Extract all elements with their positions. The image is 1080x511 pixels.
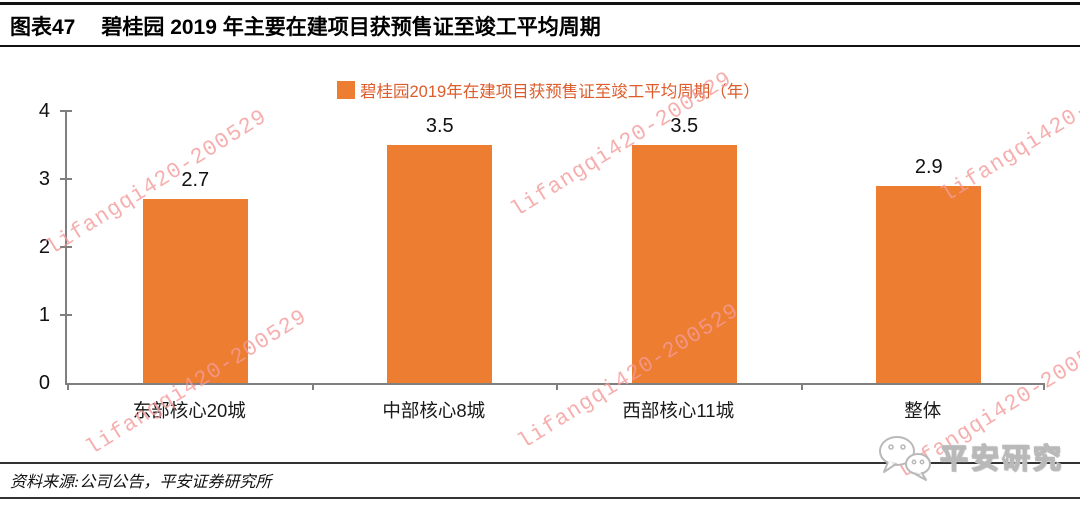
footer-bottom-rule xyxy=(0,497,1080,499)
figure-number: 图表47 xyxy=(10,16,76,39)
y-axis-tick xyxy=(60,246,72,248)
chart-legend: 碧桂园2019年在建项目获预售证至竣工平均周期（年） xyxy=(337,78,760,102)
y-axis-tick-label: 1 xyxy=(38,304,50,326)
y-axis-tick-label: 0 xyxy=(38,372,50,394)
bar-value-label: 2.7 xyxy=(181,169,210,192)
header-top-rule xyxy=(0,2,1080,5)
x-axis-tick xyxy=(556,383,558,390)
legend-swatch-icon xyxy=(337,81,355,99)
source-note: 资料来源:公司公告，平安证券研究所 xyxy=(10,474,272,491)
x-axis-category-label: 整体 xyxy=(904,400,942,421)
legend-label: 碧桂园2019年在建项目获预售证至竣工平均周期（年） xyxy=(360,83,760,101)
x-axis-tick xyxy=(1043,383,1045,390)
y-axis-labels: 0 1 2 3 4 xyxy=(0,100,50,394)
x-axis-tick xyxy=(800,383,803,390)
y-axis-tick-label: 3 xyxy=(38,168,50,190)
bar-整体 xyxy=(876,185,982,383)
y-axis-tick xyxy=(60,110,72,112)
bar-value-label: 2.9 xyxy=(914,155,943,178)
y-axis-tick xyxy=(60,314,72,316)
y-axis-tick-label: 4 xyxy=(38,100,50,122)
x-axis-tick xyxy=(67,383,69,390)
bar-西部核心11城 xyxy=(631,145,737,383)
bar-东部核心20城 xyxy=(142,199,248,383)
footer-top-rule xyxy=(0,462,1080,464)
x-axis-category-label: 东部核心20城 xyxy=(132,400,246,421)
x-axis-tick xyxy=(311,383,314,390)
y-axis-tick-label: 2 xyxy=(38,236,50,258)
logo-text: 平安研究 xyxy=(939,442,1065,474)
pingan-research-logo: 平安研究 xyxy=(876,431,1071,483)
y-axis-tick xyxy=(60,178,72,180)
bar-value-label: 3.5 xyxy=(425,115,454,137)
figure-title: 碧桂园 2019 年主要在建项目获预售证至竣工平均周期 xyxy=(101,16,601,39)
bar-value-label: 3.5 xyxy=(670,115,699,137)
wechat-icon xyxy=(879,436,931,481)
figure-title-row: 图表47 碧桂园 2019 年主要在建项目获预售证至竣工平均周期 xyxy=(10,11,1070,41)
plot-area: 2.7 东部核心20城 3.5 中部核心8城 3.5 西部核心11城 2.9 整体 xyxy=(60,110,1045,421)
bar-中部核心8城 xyxy=(387,145,493,383)
title-bottom-rule xyxy=(0,45,1080,47)
x-axis-category-label: 中部核心8城 xyxy=(382,400,486,421)
x-axis-category-label: 西部核心11城 xyxy=(622,400,735,421)
